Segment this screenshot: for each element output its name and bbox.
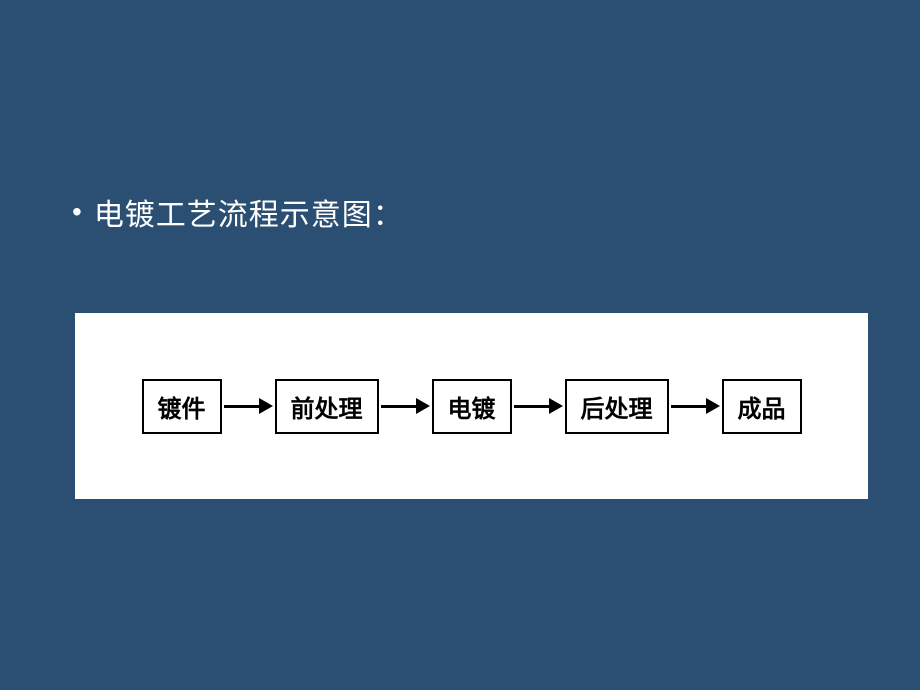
bullet-icon: • <box>72 196 82 228</box>
flow-node-2: 前处理 <box>275 379 379 434</box>
flow-node-1: 镀件 <box>142 379 222 434</box>
flow-row: 镀件 前处理 电镀 后处理 成品 <box>142 379 802 434</box>
flow-node-4: 后处理 <box>565 379 669 434</box>
flow-node-5: 成品 <box>722 379 802 434</box>
arrow-icon <box>224 398 273 414</box>
slide-title: 电镀工艺流程示意图： <box>94 190 404 234</box>
flowchart-container: 镀件 前处理 电镀 后处理 成品 <box>75 313 868 499</box>
flow-node-3: 电镀 <box>432 379 512 434</box>
arrow-icon <box>514 398 563 414</box>
arrow-icon <box>671 398 720 414</box>
arrow-icon <box>381 398 430 414</box>
slide-title-row: • 电镀工艺流程示意图： <box>72 190 404 234</box>
